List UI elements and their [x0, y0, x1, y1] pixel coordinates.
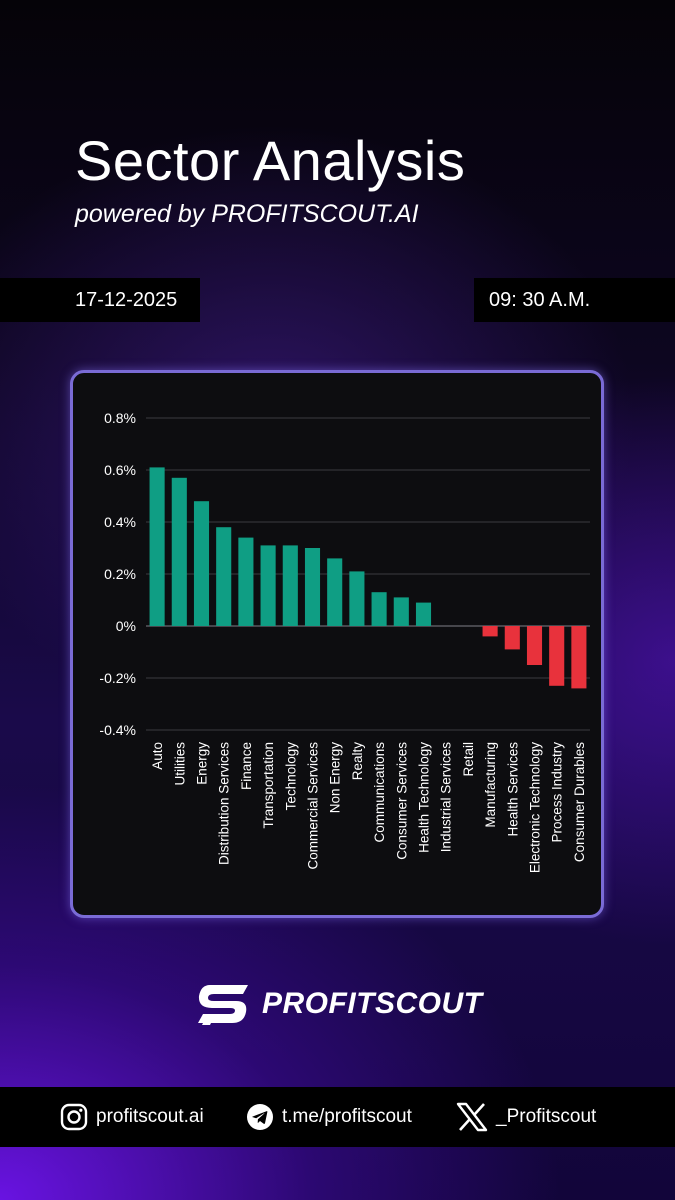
profitscout-s-logo-icon	[198, 985, 248, 1025]
instagram-link[interactable]: profitscout.ai	[60, 1103, 204, 1131]
bar	[193, 501, 210, 626]
bar	[149, 467, 165, 626]
brand-name: PROFITSCOUT	[262, 987, 483, 1020]
x-tick-label: Energy	[195, 742, 210, 785]
bar	[415, 602, 432, 626]
sector-bar-chart: 0.8% 0.6% 0.4% 0.2% 0% -0.2% -0.4% Auto Utilitie…	[99, 410, 590, 873]
bar	[504, 626, 520, 650]
page-title: Sector Analysis	[75, 129, 466, 192]
time-box: 09: 30 A.M.	[474, 278, 675, 322]
brand-logo: PROFITSCOUT	[196, 980, 483, 1028]
x-tick-label: Health Services	[505, 742, 520, 837]
bar	[549, 626, 565, 686]
y-tick-label: 0.4%	[104, 514, 136, 530]
x-tick-label: Manufacturing	[483, 742, 498, 828]
x-tick-label: Electronic Technology	[528, 742, 543, 873]
page-subtitle: powered by PROFITSCOUT.AI	[75, 200, 419, 228]
x-tick-label: Utilities	[172, 742, 187, 786]
bar	[238, 537, 254, 626]
telegram-handle: t.me/profitscout	[282, 1106, 412, 1127]
x-tick-label: Auto	[150, 742, 165, 770]
bar	[482, 626, 498, 637]
bar	[349, 571, 365, 626]
chart-card: 0.8% 0.6% 0.4% 0.2% 0% -0.2% -0.4% Auto Utilitie…	[70, 370, 604, 918]
bar	[327, 558, 343, 626]
x-tick-label: Consumer Services	[394, 742, 409, 860]
y-tick-label: 0.6%	[104, 462, 136, 478]
telegram-link[interactable]: t.me/profitscout	[246, 1103, 412, 1131]
x-tick-label: Non Energy	[328, 742, 343, 814]
bar	[304, 548, 321, 626]
x-handle: _Profitscout	[496, 1106, 597, 1127]
bar	[282, 545, 298, 626]
x-tick-label: Industrial Services	[439, 742, 454, 853]
x-tick-label: Process Industry	[550, 742, 565, 843]
y-tick-label: 0%	[116, 618, 136, 634]
bar	[216, 527, 232, 626]
x-tick-label: Consumer Durables	[572, 742, 587, 862]
x-tick-label: Health Technology	[417, 742, 432, 853]
y-tick-label: -0.2%	[99, 670, 136, 686]
x-tick-label: Retail	[461, 742, 476, 777]
bar	[260, 545, 276, 626]
date-label: 17-12-2025	[75, 288, 178, 311]
x-link[interactable]: _Profitscout	[456, 1102, 596, 1132]
y-tick-label: -0.4%	[99, 722, 136, 738]
x-tick-label: Commercial Services	[306, 742, 321, 870]
y-tick-label: 0.2%	[104, 566, 136, 582]
x-tick-label: Transportation	[261, 742, 276, 829]
x-tick-label: Technology	[283, 742, 298, 811]
date-box: 17-12-2025	[0, 278, 200, 322]
bar	[526, 626, 543, 665]
x-tick-label: Finance	[239, 742, 254, 790]
x-tick-label: Communications	[372, 742, 387, 843]
x-tick-label: Distribution Services	[217, 742, 232, 865]
bar	[571, 626, 587, 689]
y-tick-label: 0.8%	[104, 410, 136, 426]
bar	[171, 477, 187, 626]
instagram-icon	[60, 1103, 88, 1131]
time-label: 09: 30 A.M.	[489, 288, 591, 311]
instagram-handle: profitscout.ai	[96, 1106, 204, 1127]
x-icon	[456, 1102, 488, 1132]
x-tick-label: Realty	[350, 742, 365, 781]
bar	[393, 597, 409, 626]
footer-bar: profitscout.ai t.me/profitscout _Profits…	[0, 1087, 675, 1147]
telegram-icon	[246, 1103, 274, 1131]
bar	[371, 592, 387, 626]
